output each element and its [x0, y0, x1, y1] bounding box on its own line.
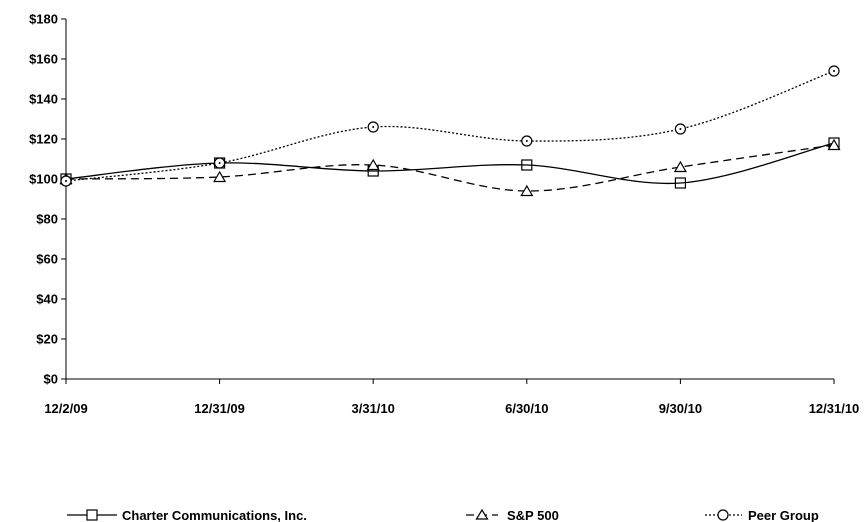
circle-point-center [65, 180, 67, 182]
circle-point-center [218, 162, 221, 164]
square-point [674, 177, 687, 189]
series-circle-group [60, 65, 840, 187]
triangle-point [213, 170, 227, 183]
x-tick-label: 6/30/10 [505, 401, 548, 416]
series-line [65, 144, 835, 192]
legend-item-peer-group: Peer Group [705, 508, 819, 522]
legend-label-charter: Charter Communications, Inc. [122, 508, 307, 522]
legend-label-peer-group: Peer Group [748, 508, 819, 522]
y-tick-label: $160 [29, 52, 58, 67]
y-tick-label: $180 [29, 12, 58, 27]
y-tick-label: $120 [29, 132, 58, 147]
circle-point-center [372, 126, 375, 128]
y-tick-label: $140 [29, 92, 58, 107]
y-tick-labels: $0 $20 $40 $60 $80 $100 $120 $140 $160 $180 [29, 12, 58, 387]
y-tick-label: $100 [29, 172, 58, 187]
x-tick-labels: 12/2/09 12/31/09 3/31/10 6/30/10 9/30/10 12/3… [44, 401, 859, 416]
circle-point-center [525, 140, 528, 142]
circle-point-center [679, 128, 682, 130]
legend-label-sp500: S&P 500 [507, 508, 559, 522]
circle-point-center [833, 70, 835, 72]
legend: Charter Communications, Inc. S&P 500 Pee… [67, 508, 819, 522]
x-tick-label: 12/31/10 [809, 401, 860, 416]
x-tick-label: 3/31/10 [352, 401, 395, 416]
triangle-point [827, 138, 841, 151]
legend-item-sp500: S&P 500 [466, 508, 559, 522]
y-tick-label: $40 [36, 292, 58, 307]
x-tick-label: 12/31/09 [194, 401, 245, 416]
triangle-point [520, 184, 534, 197]
y-tick-label: $20 [36, 332, 58, 347]
series-square-group [60, 137, 840, 189]
series-triangle-group [59, 138, 841, 197]
legend-item-charter: Charter Communications, Inc. [67, 508, 307, 522]
triangle-point [366, 158, 380, 171]
y-tick-label: $80 [36, 212, 58, 227]
x-tick-label: 12/2/09 [44, 401, 87, 416]
legend-square-marker [86, 509, 98, 521]
series-line [65, 70, 835, 182]
series-lines [59, 65, 841, 197]
square-point [521, 159, 533, 171]
y-tick-label: $0 [44, 372, 58, 387]
triangle-point [673, 160, 687, 173]
legend-triangle-marker [475, 508, 489, 520]
series-line [65, 142, 835, 185]
legend-circle-marker [717, 509, 729, 521]
y-tick-label: $60 [36, 252, 58, 267]
chart-axes [61, 18, 835, 384]
x-tick-label: 9/30/10 [659, 401, 702, 416]
